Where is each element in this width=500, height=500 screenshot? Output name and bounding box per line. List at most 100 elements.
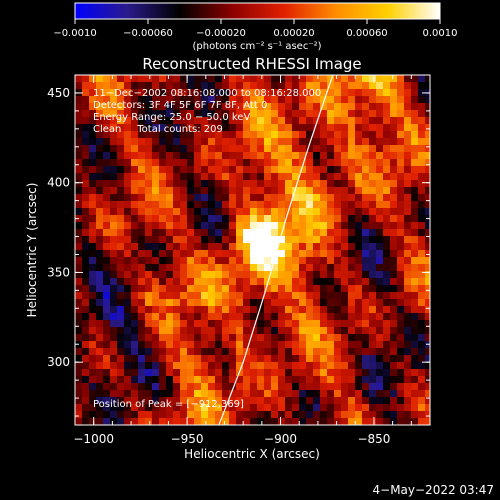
heatmap-cell	[145, 208, 152, 215]
heatmap-cell	[376, 334, 383, 341]
heatmap-cell	[138, 285, 145, 292]
heatmap-cell	[103, 320, 110, 327]
heatmap-cell	[243, 257, 250, 264]
heatmap-cell	[131, 404, 138, 411]
heatmap-cell	[173, 383, 180, 390]
heatmap-cell	[180, 397, 187, 404]
heatmap-cell	[75, 299, 82, 306]
heatmap-cell	[313, 355, 320, 362]
heatmap-cell	[222, 236, 229, 243]
heatmap-cell	[236, 152, 243, 159]
heatmap-cell	[145, 145, 152, 152]
heatmap-cell	[208, 215, 215, 222]
heatmap-cell	[145, 250, 152, 257]
heatmap-cell	[208, 173, 215, 180]
heatmap-cell	[320, 82, 327, 89]
heatmap-cell	[292, 215, 299, 222]
heatmap-cell	[180, 152, 187, 159]
heatmap-cell	[110, 124, 117, 131]
heatmap-cell	[138, 166, 145, 173]
heatmap-cell	[341, 292, 348, 299]
heatmap-cell	[82, 362, 89, 369]
heatmap-cell	[145, 418, 152, 425]
heatmap-cell	[306, 117, 313, 124]
heatmap-cell	[117, 313, 124, 320]
heatmap-cell	[334, 257, 341, 264]
heatmap-cell	[138, 397, 145, 404]
heatmap-cell	[383, 110, 390, 117]
heatmap-cell	[306, 362, 313, 369]
heatmap-cell	[369, 355, 376, 362]
heatmap-cell	[285, 334, 292, 341]
heatmap-cell	[369, 278, 376, 285]
heatmap-cell	[306, 173, 313, 180]
heatmap-cell	[124, 404, 131, 411]
heatmap-cell	[292, 117, 299, 124]
heatmap-cell	[257, 124, 264, 131]
heatmap-cell	[75, 334, 82, 341]
heatmap-cell	[355, 180, 362, 187]
heatmap-cell	[180, 124, 187, 131]
heatmap-cell	[152, 264, 159, 271]
heatmap-cell	[313, 229, 320, 236]
heatmap-cell	[355, 264, 362, 271]
heatmap-cell	[320, 75, 327, 82]
heatmap-cell	[369, 180, 376, 187]
heatmap-cell	[348, 264, 355, 271]
heatmap-cell	[404, 159, 411, 166]
heatmap-cell	[166, 208, 173, 215]
heatmap-cell	[320, 299, 327, 306]
heatmap-cell	[257, 390, 264, 397]
heatmap-cell	[411, 264, 418, 271]
heatmap-cell	[180, 411, 187, 418]
heatmap-cell	[404, 334, 411, 341]
heatmap-cell	[124, 201, 131, 208]
heatmap-cell	[348, 166, 355, 173]
heatmap-cell	[264, 201, 271, 208]
heatmap-cell	[250, 390, 257, 397]
heatmap-cell	[362, 341, 369, 348]
heatmap-cell	[348, 411, 355, 418]
heatmap-cell	[180, 292, 187, 299]
heatmap-cell	[285, 75, 292, 82]
heatmap-cell	[285, 152, 292, 159]
heatmap-cell	[215, 334, 222, 341]
heatmap-cell	[418, 313, 425, 320]
heatmap-cell	[180, 243, 187, 250]
heatmap-cell	[299, 264, 306, 271]
heatmap-cell	[152, 222, 159, 229]
heatmap-cell	[166, 250, 173, 257]
heatmap-cell	[145, 96, 152, 103]
heatmap-cell	[369, 397, 376, 404]
heatmap-cell	[411, 173, 418, 180]
heatmap-cell	[103, 208, 110, 215]
heatmap-cell	[236, 327, 243, 334]
heatmap-cell	[89, 194, 96, 201]
heatmap-cell	[264, 229, 271, 236]
heatmap-cell	[75, 180, 82, 187]
heatmap-cell	[313, 194, 320, 201]
heatmap-cell	[390, 320, 397, 327]
heatmap-cell	[180, 180, 187, 187]
heatmap-cell	[208, 397, 215, 404]
heatmap-cell	[306, 187, 313, 194]
heatmap-cell	[131, 369, 138, 376]
heatmap-cell	[82, 236, 89, 243]
heatmap-cell	[222, 159, 229, 166]
heatmap-cell	[229, 376, 236, 383]
heatmap-cell	[327, 271, 334, 278]
heatmap-cell	[110, 383, 117, 390]
heatmap-cell	[152, 131, 159, 138]
chart-title: Reconstructed RHESSI Image	[142, 55, 361, 73]
heatmap-cell	[348, 299, 355, 306]
heatmap-cell	[404, 292, 411, 299]
heatmap-cell	[187, 313, 194, 320]
heatmap-cell	[355, 229, 362, 236]
heatmap-cell	[404, 369, 411, 376]
heatmap-cell	[75, 110, 82, 117]
heatmap-cell	[320, 306, 327, 313]
heatmap-cell	[425, 187, 430, 194]
heatmap-cell	[138, 271, 145, 278]
heatmap-cell	[194, 229, 201, 236]
heatmap-cell	[362, 208, 369, 215]
